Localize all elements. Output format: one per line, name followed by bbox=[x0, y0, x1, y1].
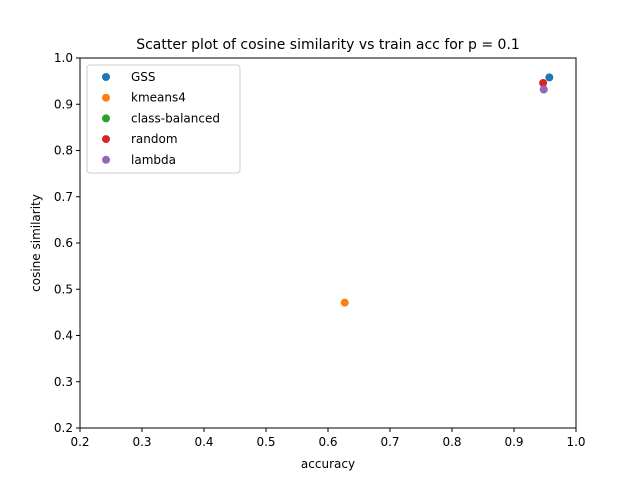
y-tick-label: 0.2 bbox=[54, 421, 73, 435]
x-tick-label: 0.8 bbox=[442, 435, 461, 449]
legend-label-kmeans4: kmeans4 bbox=[131, 91, 186, 105]
legend-marker-kmeans4 bbox=[102, 93, 110, 102]
legend-marker-GSS bbox=[102, 73, 110, 81]
legend-marker-lambda bbox=[102, 155, 110, 164]
y-axis-ticks: 0.2 0.3 0.4 0.5 0.6 0.7 0.8 0.9 1.0 bbox=[54, 51, 80, 435]
data-point-GSS bbox=[545, 73, 554, 82]
legend-label-GSS: GSS bbox=[131, 70, 156, 84]
y-tick-label: 0.5 bbox=[54, 282, 73, 296]
x-tick-label: 1.0 bbox=[566, 435, 585, 449]
legend-label-random: random bbox=[131, 132, 178, 146]
y-tick-label: 0.9 bbox=[54, 97, 73, 111]
data-point-random bbox=[539, 78, 548, 87]
y-tick-label: 0.6 bbox=[54, 236, 73, 250]
x-tick-label: 0.4 bbox=[194, 435, 213, 449]
legend-box bbox=[86, 64, 241, 174]
legend-marker-random bbox=[102, 135, 110, 144]
x-axis-ticks: 0.2 0.3 0.4 0.5 0.6 0.7 0.8 0.9 1.0 bbox=[70, 428, 586, 449]
data-point-lambda bbox=[539, 85, 548, 94]
y-tick-label: 0.4 bbox=[54, 329, 73, 343]
y-tick-label: 0.7 bbox=[54, 190, 73, 204]
data-points bbox=[340, 73, 554, 307]
x-tick-label: 0.6 bbox=[318, 435, 337, 449]
y-tick-label: 0.8 bbox=[54, 144, 73, 158]
legend: GSS kmeans4 class-balanced random lambda bbox=[86, 64, 241, 174]
x-tick-label: 0.2 bbox=[70, 435, 89, 449]
x-tick-label: 0.3 bbox=[132, 435, 151, 449]
legend-label-lambda: lambda bbox=[131, 153, 176, 167]
y-tick-label: 0.3 bbox=[54, 375, 73, 389]
legend-marker-class-balanced bbox=[102, 114, 110, 123]
x-axis-label: accuracy bbox=[301, 457, 355, 471]
data-point-kmeans4 bbox=[340, 298, 349, 307]
x-tick-label: 0.9 bbox=[504, 435, 523, 449]
x-tick-label: 0.7 bbox=[380, 435, 399, 449]
chart-title: Scatter plot of cosine similarity vs tra… bbox=[136, 37, 520, 53]
y-tick-label: 1.0 bbox=[54, 51, 73, 65]
x-tick-label: 0.5 bbox=[256, 435, 275, 449]
y-axis-label: cosine similarity bbox=[29, 194, 43, 292]
legend-label-class-balanced: class-balanced bbox=[131, 111, 220, 125]
